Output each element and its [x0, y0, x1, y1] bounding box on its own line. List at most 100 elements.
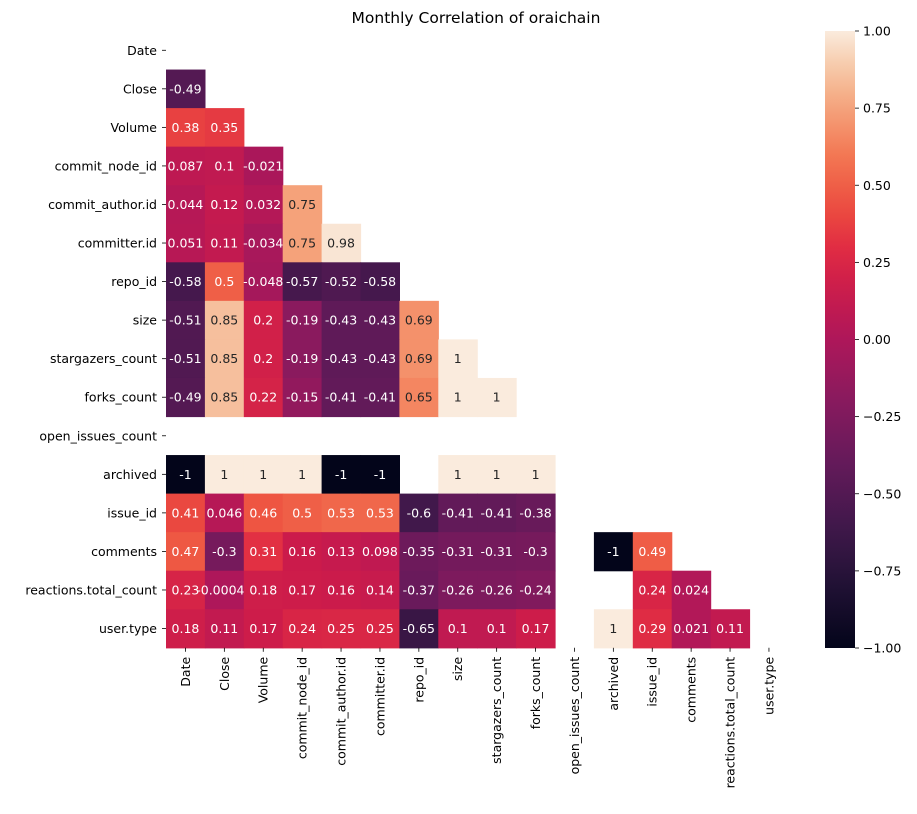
x-tick-label: user.type — [761, 656, 776, 714]
heatmap-cell — [632, 609, 673, 649]
heatmap-cell — [282, 300, 323, 340]
heatmap-cell — [243, 532, 284, 572]
x-tick-label: committer.id — [372, 657, 387, 736]
cell-value-label: 0.11 — [210, 236, 238, 251]
heatmap-cell — [166, 108, 206, 148]
x-tick-label: Date — [178, 657, 193, 687]
x-tick-label: commit_node_id — [295, 657, 310, 759]
y-tick-label: commit_node_id — [55, 158, 157, 173]
heatmap-cell — [204, 609, 245, 649]
heatmap-cell — [166, 493, 206, 533]
cell-value-label: -0.37 — [403, 582, 435, 597]
heatmap-cell — [399, 609, 439, 649]
heatmap-cell — [166, 609, 206, 649]
heatmap-cell — [166, 339, 206, 379]
heatmap-cell — [282, 493, 323, 533]
heatmap-cell — [166, 532, 206, 572]
y-tick-label: comments — [91, 544, 157, 559]
heatmap-cell — [516, 570, 556, 610]
cell-value-label: 0.051 — [168, 236, 204, 251]
colorbar-tick-label: −0.50 — [863, 486, 901, 501]
y-tick-label: stargazers_count — [50, 351, 157, 366]
heatmap-cell — [321, 223, 362, 263]
cell-value-label: 0.1 — [487, 621, 507, 636]
heatmap-cell — [438, 532, 478, 572]
cell-value-label: -0.048 — [243, 274, 283, 289]
colorbar-tick-label: 1.00 — [863, 24, 891, 39]
heatmap-cell — [282, 455, 323, 495]
cell-value-label: 0.31 — [249, 544, 277, 559]
cell-value-label: 0.11 — [210, 621, 238, 636]
cell-value-label: 0.35 — [210, 120, 238, 135]
cell-value-label: -0.49 — [169, 81, 201, 96]
heatmap-cell — [204, 377, 245, 418]
heatmap-cell — [166, 146, 206, 186]
cell-value-label: -0.31 — [480, 544, 512, 559]
cell-value-label: 1 — [259, 467, 267, 482]
heatmap-cell — [204, 339, 245, 379]
cell-value-label: -0.034 — [243, 236, 283, 251]
x-tick-label: repo_id — [411, 657, 426, 703]
heatmap-cell — [204, 570, 245, 610]
heatmap-cell — [321, 300, 362, 340]
heatmap-cell — [166, 223, 206, 263]
cell-value-label: -0.43 — [325, 313, 357, 328]
cell-value-label: 0.5 — [292, 505, 312, 520]
y-tick-label: issue_id — [107, 505, 157, 520]
cell-value-label: -0.00043 — [196, 582, 252, 597]
colorbar-tick-label: 0.50 — [863, 178, 891, 193]
y-tick-label: size — [133, 313, 158, 328]
cell-value-label: 0.16 — [327, 582, 355, 597]
colorbar-tick-label: −1.00 — [863, 641, 901, 656]
heatmap-cell — [477, 493, 517, 533]
colorbar-tick-label: 0.75 — [863, 101, 891, 116]
y-tick-label: Close — [123, 81, 157, 96]
heatmap-cell — [399, 532, 439, 572]
cell-value-label: 0.69 — [405, 351, 433, 366]
cell-value-label: -0.43 — [364, 351, 396, 366]
heatmap-cell — [282, 339, 323, 379]
heatmap-cell — [243, 493, 284, 533]
heatmap-cell — [671, 609, 712, 649]
colorbar-tick-label: −0.25 — [863, 409, 901, 424]
x-tick-label: commit_author.id — [334, 657, 349, 766]
heatmap-cell — [516, 493, 556, 533]
cell-value-label: 0.2 — [253, 351, 273, 366]
cell-value-label: -0.19 — [286, 351, 318, 366]
heatmap-cell — [321, 377, 362, 418]
heatmap-cell — [166, 300, 206, 340]
x-tick-label: size — [450, 657, 465, 682]
heatmap-cell — [710, 609, 751, 649]
heatmap-cell — [477, 455, 517, 495]
heatmap-cells: -0.49 0.38 0.35 0.087 0.1 -0.021 0.044 0.12 0.03… — [166, 69, 751, 649]
heatmap-cell — [204, 493, 245, 533]
heatmap-cell — [438, 339, 478, 379]
cell-value-label: 0.24 — [288, 621, 316, 636]
heatmap-cell — [438, 493, 478, 533]
cell-value-label: 0.032 — [245, 197, 281, 212]
cell-value-label: -0.41 — [364, 390, 396, 405]
cell-value-label: 0.65 — [405, 390, 433, 405]
cell-value-label: 0.087 — [168, 158, 204, 173]
cell-value-label: -0.41 — [442, 505, 474, 520]
heatmap-cell — [477, 377, 517, 418]
heatmap-cell — [282, 377, 323, 418]
colorbar-tick-label: 0.25 — [863, 255, 891, 270]
heatmap-cell — [438, 455, 478, 495]
heatmap-cell — [282, 570, 323, 610]
heatmap-cell — [282, 609, 323, 649]
heatmap-cell — [477, 570, 517, 610]
cell-value-label: -0.65 — [403, 621, 435, 636]
heatmap-cell — [593, 609, 634, 649]
cell-value-label: -0.3 — [523, 544, 547, 559]
heatmap-cell — [321, 609, 362, 649]
y-tick-label: commit_author.id — [48, 197, 157, 212]
y-tick-label: reactions.total_count — [25, 582, 157, 597]
x-tick-label: stargazers_count — [489, 657, 504, 764]
cell-value-label: -0.6 — [407, 505, 431, 520]
heatmap-cell — [204, 223, 245, 263]
cell-value-label: -0.49 — [169, 390, 201, 405]
cell-value-label: -0.52 — [325, 274, 357, 289]
heatmap-cell — [243, 570, 284, 610]
heatmap-cell — [243, 455, 284, 495]
